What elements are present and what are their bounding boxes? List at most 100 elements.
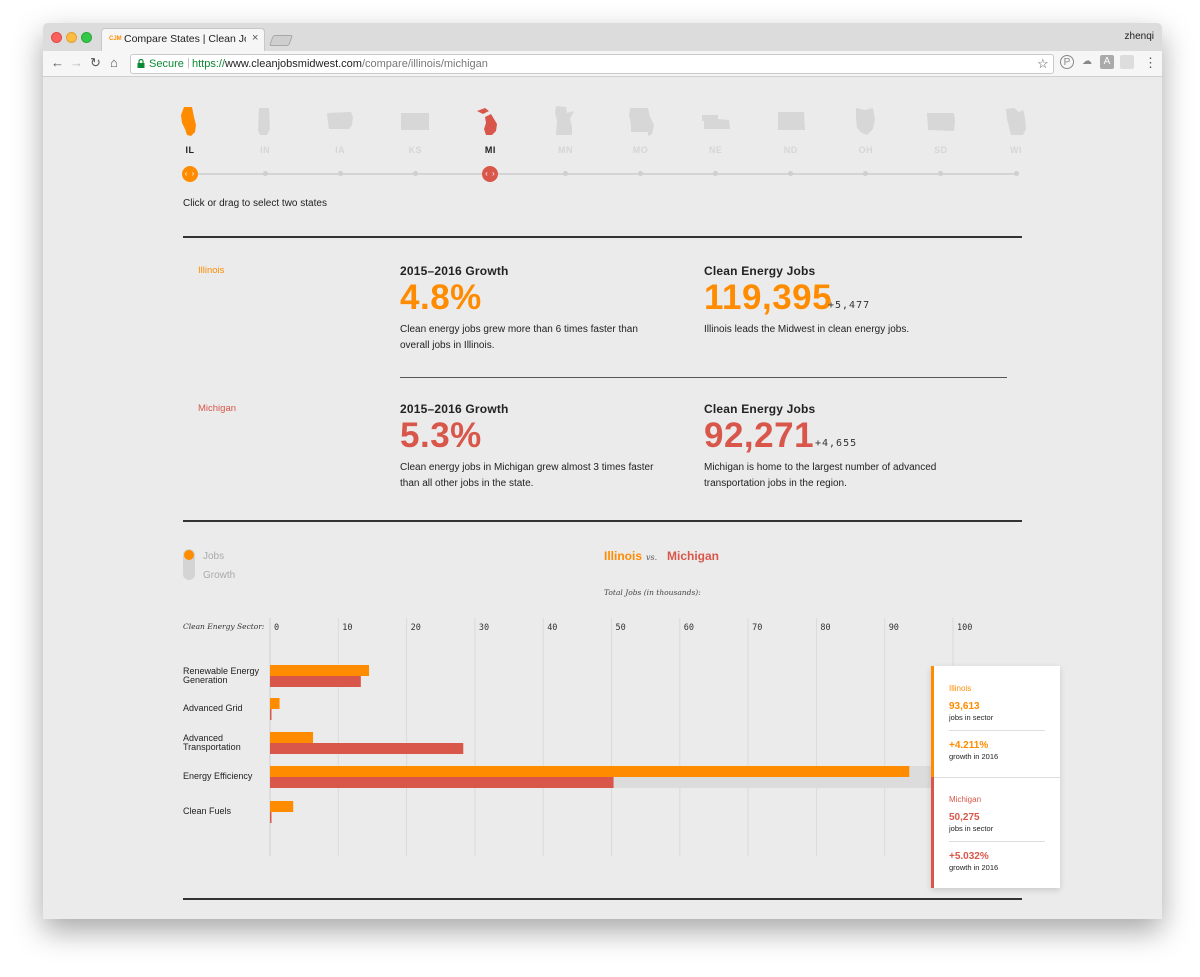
slider-tick[interactable] bbox=[638, 171, 644, 176]
section-divider bbox=[183, 898, 1022, 900]
page-content: IL IN IA KS MI MN MO NE ND OH SD WI ‹ › ‹ › Click or… bbox=[43, 78, 1162, 919]
state-nd-icon[interactable] bbox=[776, 105, 806, 137]
bar-michigan bbox=[270, 812, 272, 823]
translate-extension-icon[interactable]: A bbox=[1100, 55, 1114, 69]
slider-handle-illinois[interactable]: ‹ › bbox=[182, 166, 198, 182]
state-label-mi[interactable]: MI bbox=[484, 145, 496, 155]
tooltip-divider bbox=[949, 841, 1045, 842]
state-shape bbox=[1006, 108, 1026, 135]
michigan-growth-title: 2015–2016 Growth bbox=[400, 402, 509, 416]
profile-name[interactable]: zhenqi bbox=[1124, 31, 1154, 42]
url-text[interactable]: https://www.cleanjobsmidwest.com/compare… bbox=[192, 58, 488, 70]
state-sd-icon[interactable] bbox=[926, 105, 956, 137]
tooltip-illinois: Illinois 93,613 jobs in sector +4.211% g… bbox=[931, 666, 1060, 777]
close-window-button[interactable] bbox=[51, 32, 62, 43]
maximize-window-button[interactable] bbox=[81, 32, 92, 43]
bar-michigan bbox=[270, 743, 464, 754]
sector-label: Advanced Transportation bbox=[183, 732, 241, 752]
slider-tick[interactable] bbox=[412, 171, 418, 176]
illinois-jobs-delta: +5,477 bbox=[828, 300, 871, 311]
state-label-ne[interactable]: NE bbox=[708, 145, 723, 155]
url-host: www.cleanjobsmidwest.com bbox=[225, 58, 362, 70]
slider-tick[interactable] bbox=[1013, 171, 1019, 176]
site-favicon-icon: CJM bbox=[109, 36, 122, 42]
state-label-wi[interactable]: WI bbox=[1010, 145, 1022, 155]
state-shape bbox=[327, 112, 354, 129]
bookmark-star-icon[interactable]: ☆ bbox=[1037, 56, 1049, 71]
state-ia-icon[interactable] bbox=[325, 105, 355, 137]
illinois-growth-value: 4.8% bbox=[400, 278, 482, 317]
pinterest-extension-icon[interactable]: P bbox=[1060, 55, 1074, 69]
jobs-growth-toggle[interactable] bbox=[183, 549, 195, 580]
state-label-il[interactable]: IL bbox=[185, 145, 195, 155]
comparison-state-a: Illinois bbox=[604, 549, 643, 563]
state-mi-icon[interactable] bbox=[475, 105, 505, 137]
x-tick-label: 70 bbox=[752, 623, 762, 633]
state-label-ks[interactable]: KS bbox=[408, 145, 423, 155]
slider-tick[interactable] bbox=[262, 171, 268, 176]
forward-arrow-icon[interactable]: → bbox=[70, 55, 83, 70]
state-shape bbox=[401, 113, 430, 130]
state-il-icon[interactable] bbox=[175, 105, 205, 137]
section-divider bbox=[183, 236, 1022, 238]
reload-icon[interactable]: ↻ bbox=[90, 55, 101, 70]
state-label-ia[interactable]: IA bbox=[335, 145, 346, 155]
slider-tick[interactable] bbox=[788, 171, 794, 176]
state-ne-icon[interactable] bbox=[701, 105, 731, 137]
state-wi-icon[interactable] bbox=[1001, 105, 1031, 137]
slider-handle-michigan[interactable]: ‹ › bbox=[482, 166, 499, 182]
michigan-jobs-value: 92,271 bbox=[704, 416, 815, 455]
url-separator: | bbox=[187, 57, 190, 69]
bar-michigan bbox=[270, 676, 361, 687]
state-label-mo[interactable]: MO bbox=[632, 145, 649, 155]
cloud-extension-icon[interactable]: ☁ bbox=[1082, 56, 1092, 67]
toggle-option-growth[interactable]: Growth bbox=[203, 570, 236, 581]
illinois-label: Illinois bbox=[198, 265, 225, 276]
state-label-oh[interactable]: OH bbox=[858, 145, 874, 155]
slider-tick[interactable] bbox=[337, 171, 343, 176]
tooltip-michigan-jobs: 50,275 bbox=[949, 812, 980, 823]
sector-label: Energy Efficiency bbox=[183, 771, 253, 782]
close-tab-icon[interactable]: × bbox=[252, 32, 259, 44]
tab-title: Compare States | Clean Jobs M bbox=[124, 33, 246, 45]
minimize-window-button[interactable] bbox=[66, 32, 77, 43]
slider-tick[interactable] bbox=[713, 171, 719, 176]
back-arrow-icon[interactable]: ← bbox=[51, 55, 64, 70]
state-label-nd[interactable]: ND bbox=[783, 145, 798, 155]
new-tab-button[interactable] bbox=[268, 35, 294, 46]
slider-tick[interactable] bbox=[562, 171, 568, 176]
tooltip-illinois-growth: +4.211% bbox=[949, 740, 989, 751]
bar-michigan bbox=[270, 777, 614, 788]
state-ks-icon[interactable] bbox=[400, 105, 430, 137]
sector-label: Advanced Grid bbox=[183, 703, 243, 714]
x-tick-label: 50 bbox=[616, 623, 626, 633]
browser-tab[interactable]: CJM Compare States | Clean Jobs M × bbox=[101, 28, 265, 51]
state-mn-icon[interactable] bbox=[550, 105, 580, 137]
slider-tick[interactable] bbox=[863, 171, 869, 176]
state-label-sd[interactable]: SD bbox=[934, 145, 948, 155]
selection-hint: Click or drag to select two states bbox=[183, 198, 327, 209]
slider-track[interactable] bbox=[190, 173, 1016, 175]
slider-tick[interactable] bbox=[938, 171, 944, 176]
state-shape bbox=[555, 106, 575, 135]
browser-toolbar: ← → ↻ ⌂ Secure | https://www.cleanjobsmi… bbox=[43, 51, 1162, 77]
state-in-icon[interactable] bbox=[250, 105, 280, 137]
extension-icon[interactable] bbox=[1120, 55, 1134, 69]
address-bar[interactable]: Secure | https://www.cleanjobsmidwest.co… bbox=[130, 54, 1054, 74]
state-mo-icon[interactable] bbox=[626, 105, 656, 137]
menu-icon[interactable]: ⋮ bbox=[1144, 55, 1157, 70]
toggle-option-jobs[interactable]: Jobs bbox=[203, 551, 225, 562]
chart-axis-title: Total Jobs (in thousands): bbox=[604, 588, 701, 597]
bar-illinois bbox=[270, 665, 370, 676]
tooltip-illinois-name: Illinois bbox=[949, 684, 972, 693]
state-label-in[interactable]: IN bbox=[260, 145, 271, 155]
toggle-knob[interactable] bbox=[184, 550, 194, 560]
state-label-mn[interactable]: MN bbox=[557, 145, 573, 155]
x-tick-label: 90 bbox=[889, 623, 899, 633]
bar-illinois bbox=[270, 766, 910, 777]
tooltip-michigan: Michigan 50,275 jobs in sector +5.032% g… bbox=[931, 777, 1060, 888]
michigan-jobs-title: Clean Energy Jobs bbox=[704, 402, 816, 416]
home-icon[interactable]: ⌂ bbox=[110, 55, 118, 70]
state-oh-icon[interactable] bbox=[851, 105, 881, 137]
illinois-jobs-desc: Illinois leads the Midwest in clean ener… bbox=[704, 324, 910, 335]
